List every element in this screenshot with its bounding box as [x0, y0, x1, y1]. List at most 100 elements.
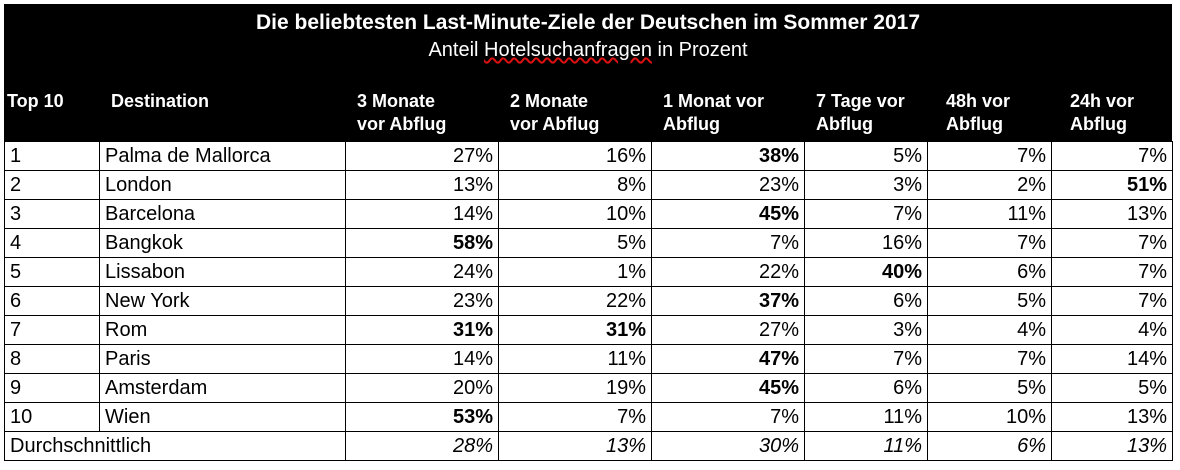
column-header: 1 Monat vor Abflug: [663, 90, 764, 136]
value-cell: 19%: [498, 373, 652, 403]
value-cell: 27%: [345, 141, 499, 171]
value-cell: 14%: [345, 344, 499, 374]
value-cell: 3%: [804, 315, 928, 345]
value-cell: 24%: [345, 257, 499, 287]
rank-cell: 9: [4, 373, 100, 403]
average-value-cell: 28%: [345, 431, 499, 461]
value-cell: 11%: [927, 199, 1052, 229]
rank-cell: 2: [4, 170, 100, 200]
value-cell: 7%: [651, 228, 805, 258]
value-cell: 16%: [498, 141, 652, 171]
value-cell: 45%: [651, 373, 805, 403]
value-cell: 6%: [927, 257, 1052, 287]
column-header-line: Top 10: [7, 91, 64, 111]
column-header-line: vor Abflug: [510, 114, 600, 134]
value-cell: 7%: [651, 402, 805, 432]
value-cell: 7%: [498, 402, 652, 432]
column-header-line: Abflug: [816, 114, 873, 134]
value-cell: 16%: [804, 228, 928, 258]
destination-cell: London: [99, 170, 346, 200]
column-header-line: Abflug: [946, 114, 1003, 134]
table-row: 4 Bangkok 58% 5% 7% 16% 7% 7%: [4, 228, 1173, 258]
value-cell: 58%: [345, 228, 499, 258]
column-header: 7 Tage vor Abflug: [816, 90, 905, 136]
destination-cell: Wien: [99, 402, 346, 432]
value-cell: 5%: [804, 141, 928, 171]
value-cell: 2%: [927, 170, 1052, 200]
value-cell: 7%: [1051, 257, 1173, 287]
column-header-line: 1 Monat vor: [663, 91, 765, 111]
column-header-line: 7 Tage vor: [816, 91, 905, 111]
rank-cell: 5: [4, 257, 100, 287]
value-cell: 4%: [1051, 315, 1173, 345]
column-header-line: 24h vor: [1070, 91, 1135, 111]
destination-cell: Lissabon: [99, 257, 346, 287]
rank-cell: 8: [4, 344, 100, 374]
average-label: Durchschnittlich: [4, 431, 346, 461]
column-header: Top 10: [7, 90, 64, 113]
value-cell: 11%: [804, 402, 928, 432]
value-cell: 22%: [498, 286, 652, 316]
rank-cell: 1: [4, 141, 100, 171]
column-header: 2 Monate vor Abflug: [510, 90, 599, 136]
value-cell: 31%: [498, 315, 652, 345]
value-cell: 6%: [804, 373, 928, 403]
average-value-cell: 13%: [498, 431, 652, 461]
value-cell: 45%: [651, 199, 805, 229]
value-cell: 51%: [1051, 170, 1173, 200]
column-header-line: 2 Monate: [510, 91, 589, 111]
destination-cell: Bangkok: [99, 228, 346, 258]
column-header: 3 Monate vor Abflug: [357, 90, 446, 136]
value-cell: 20%: [345, 373, 499, 403]
table-row: 2 London 13% 8% 23% 3% 2% 51%: [4, 170, 1173, 200]
value-cell: 38%: [651, 141, 805, 171]
table-row: 1 Palma de Mallorca 27% 16% 38% 5% 7% 7%: [4, 141, 1173, 171]
subtitle-marked-word: Hotelsuchanfragen: [484, 39, 652, 61]
value-cell: 5%: [1051, 373, 1173, 403]
column-header-line: Abflug: [663, 114, 720, 134]
value-cell: 40%: [804, 257, 928, 287]
value-cell: 7%: [1051, 286, 1173, 316]
column-header: 48h vor Abflug: [946, 90, 1010, 136]
table-row: 8 Paris 14% 11% 47% 7% 7% 14%: [4, 344, 1173, 374]
value-cell: 14%: [345, 199, 499, 229]
value-cell: 22%: [651, 257, 805, 287]
table-row: 10 Wien 53% 7% 7% 11% 10% 13%: [4, 402, 1173, 432]
column-header-line: 48h vor: [946, 91, 1011, 111]
average-value-cell: 13%: [1051, 431, 1173, 461]
value-cell: 7%: [1051, 228, 1173, 258]
table-row: 5 Lissabon 24% 1% 22% 40% 6% 7%: [4, 257, 1173, 287]
value-cell: 7%: [927, 344, 1052, 374]
subtitle-prefix: Anteil: [428, 39, 485, 61]
data-table: 1 Palma de Mallorca 27% 16% 38% 5% 7% 7% 2 London…: [4, 141, 1173, 461]
column-header-line: Abflug: [1070, 114, 1127, 134]
value-cell: 27%: [651, 315, 805, 345]
rank-cell: 4: [4, 228, 100, 258]
destination-cell: Rom: [99, 315, 346, 345]
value-cell: 37%: [651, 286, 805, 316]
value-cell: 7%: [1051, 141, 1173, 171]
column-header-line: 3 Monate: [357, 91, 436, 111]
rank-cell: 7: [4, 315, 100, 345]
value-cell: 3%: [804, 170, 928, 200]
rank-cell: 6: [4, 286, 100, 316]
value-cell: 7%: [804, 344, 928, 374]
value-cell: 5%: [498, 228, 652, 258]
destination-cell: New York: [99, 286, 346, 316]
column-header-line: vor Abflug: [357, 114, 447, 134]
value-cell: 4%: [927, 315, 1052, 345]
value-cell: 13%: [1051, 402, 1173, 432]
value-cell: 6%: [804, 286, 928, 316]
table-wrapper: Die beliebtesten Last-Minute-Ziele der D…: [4, 4, 1173, 461]
rank-cell: 3: [4, 199, 100, 229]
average-row: Durchschnittlich 28% 13% 30% 11% 6% 13%: [4, 431, 1173, 461]
average-value-cell: 11%: [804, 431, 928, 461]
subtitle-suffix: in Prozent: [651, 39, 748, 61]
table-row: 7 Rom 31% 31% 27% 3% 4% 4%: [4, 315, 1173, 345]
average-value-cell: 6%: [927, 431, 1052, 461]
value-cell: 23%: [651, 170, 805, 200]
table-subtitle: Anteil Hotelsuchanfragen in Prozent: [4, 39, 1172, 62]
destination-cell: Paris: [99, 344, 346, 374]
table-header: Die beliebtesten Last-Minute-Ziele der D…: [4, 4, 1172, 141]
value-cell: 1%: [498, 257, 652, 287]
